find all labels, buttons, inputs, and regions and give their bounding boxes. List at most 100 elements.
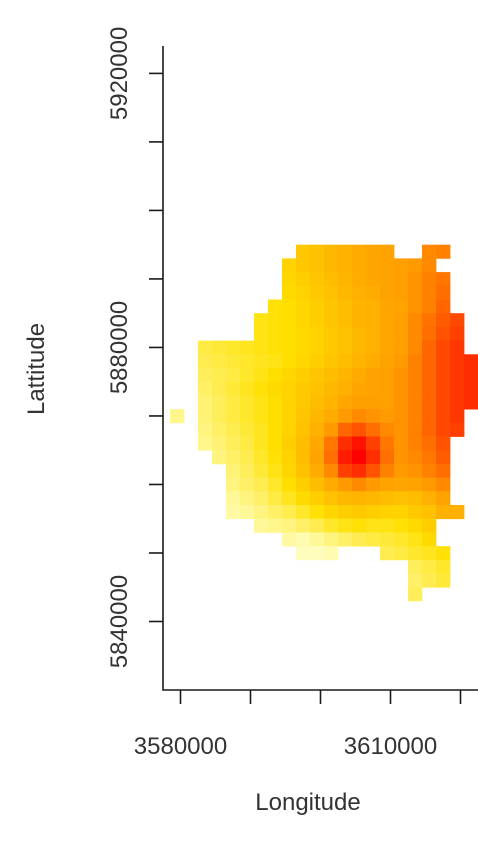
heat-cell (296, 546, 311, 561)
heat-cell (282, 285, 297, 300)
heat-cell (324, 285, 339, 300)
heat-cell (464, 395, 478, 410)
heat-cell (254, 422, 269, 437)
heat-cell (436, 395, 451, 410)
heat-cell (408, 491, 423, 506)
heat-cell (338, 368, 353, 383)
heat-cell (240, 381, 255, 396)
heat-cell (380, 381, 395, 396)
heat-cell (352, 368, 367, 383)
heat-cell (254, 395, 269, 410)
heat-cell (408, 299, 423, 314)
heat-cell (436, 546, 451, 561)
heat-cell (310, 450, 325, 465)
heat-cell (450, 368, 465, 383)
heat-cell (394, 299, 409, 314)
heat-cell (324, 313, 339, 328)
heat-cell (268, 491, 283, 506)
heat-cell (240, 450, 255, 465)
heat-cell (324, 450, 339, 465)
heat-cell (464, 354, 478, 369)
heat-cell (198, 409, 213, 424)
heat-cell (338, 505, 353, 520)
heat-cell (296, 532, 311, 547)
heat-cell (352, 463, 367, 479)
heat-cell (254, 381, 269, 396)
heat-cell (324, 299, 339, 314)
y-tick-label: 5920000 (106, 27, 133, 120)
heat-cell (450, 381, 465, 396)
heat-cell (408, 395, 423, 410)
heat-cell (436, 354, 451, 369)
heat-cell (436, 436, 451, 451)
heat-cell (352, 313, 367, 328)
heat-cell (324, 272, 339, 287)
heat-cell (450, 505, 465, 520)
heat-cell (310, 546, 325, 561)
heat-cell (310, 354, 325, 369)
heat-cell (338, 313, 353, 328)
heat-cell (352, 381, 367, 396)
heat-cell (366, 272, 381, 287)
heat-cell (310, 299, 325, 314)
heat-cell (366, 395, 381, 410)
heat-cell (366, 436, 381, 451)
heat-cell (380, 272, 395, 287)
heat-cell (352, 354, 367, 369)
heat-cell (352, 326, 367, 341)
heat-cell (352, 340, 367, 355)
heat-cell (254, 354, 269, 369)
heat-cell (198, 436, 213, 451)
heat-cell (366, 299, 381, 314)
heat-cell (226, 450, 241, 465)
heat-cell (380, 340, 395, 355)
heat-cell (422, 546, 437, 561)
heat-cell (212, 409, 227, 424)
heat-cell (324, 381, 339, 396)
heat-cell (394, 450, 409, 465)
heat-cell (254, 340, 269, 355)
heat-cell (338, 395, 353, 410)
heat-cell (338, 477, 353, 492)
heat-cell (422, 354, 437, 369)
heat-cell (226, 436, 241, 451)
plot-frame (162, 46, 478, 691)
heat-cell (352, 450, 367, 465)
heat-cell (310, 272, 325, 287)
heat-cell (408, 354, 423, 369)
heat-cell (310, 532, 325, 547)
heat-cell (366, 354, 381, 369)
heat-cell (338, 326, 353, 341)
heat-cell (394, 409, 409, 424)
heat-cell (394, 422, 409, 437)
heat-cell (436, 573, 451, 588)
heat-cell (212, 368, 227, 383)
heat-cell (324, 244, 339, 259)
heat-cell (380, 518, 395, 533)
x-tick-label: 3610000 (344, 733, 437, 760)
heat-cell (422, 244, 437, 259)
heat-cell (324, 532, 339, 547)
heat-cell (436, 559, 451, 574)
heat-cell (394, 354, 409, 369)
heat-cell (254, 326, 269, 341)
y-tick-label: 5880000 (106, 301, 133, 394)
heat-cell (226, 491, 241, 506)
heat-cell (394, 340, 409, 355)
heat-cell (422, 272, 437, 287)
heat-cell (282, 436, 297, 451)
heat-cell (296, 422, 311, 437)
heat-cell (394, 368, 409, 383)
heat-cell (324, 491, 339, 506)
heat-cell (366, 518, 381, 533)
heat-cell (324, 340, 339, 355)
heat-cell (282, 326, 297, 341)
heat-cell (170, 409, 185, 424)
heat-cell (282, 313, 297, 328)
y-tick-label: 5840000 (106, 575, 133, 668)
x-axis-title: Longitude (255, 789, 360, 816)
heat-cell (366, 463, 381, 479)
heat-cell (436, 381, 451, 396)
heat-cell (338, 244, 353, 259)
